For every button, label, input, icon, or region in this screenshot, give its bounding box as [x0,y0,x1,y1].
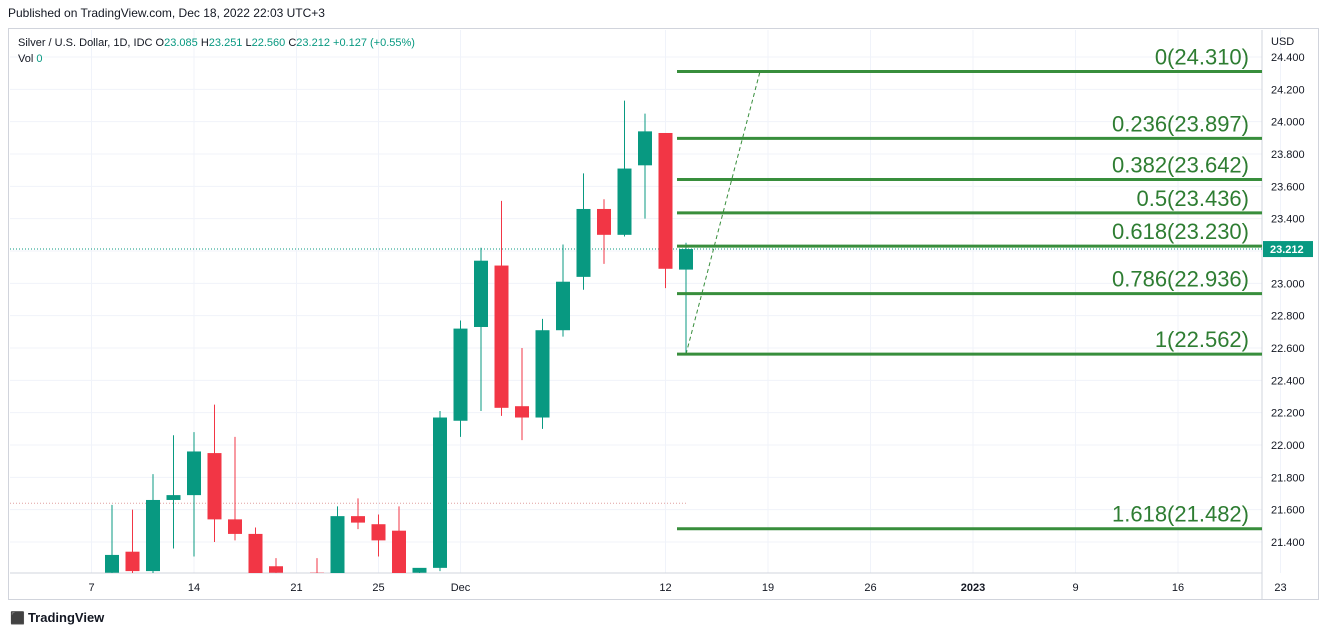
price-axis-tick-label: 22.200 [1271,408,1305,420]
fib-level-label: 0.618(23.230) [1112,219,1249,244]
price-axis-tick-label: 24.200 [1271,84,1305,96]
candle-down[interactable] [494,265,509,408]
symbol-label: Silver / U.S. Dollar, 1D, IDC [18,37,153,49]
fib-level-label: 0(24.310) [1155,45,1249,70]
time-axis-tick-label: 16 [1172,582,1184,594]
time-axis-tick-label: 19 [762,582,774,594]
candle-down[interactable] [310,572,324,575]
open-label: O [155,37,165,49]
close-value: 23.212 [296,37,330,49]
candle-up[interactable] [556,281,570,331]
time-axis-tick-label: 7 [88,582,94,594]
low-value: 22.560 [251,37,286,49]
close-label: C [288,37,297,49]
candle-down[interactable] [248,533,263,574]
price-axis-tick-label: 22.000 [1271,440,1305,452]
fib-level-label: 0.786(22.936) [1112,267,1249,292]
time-axis-tick-label: 14 [188,582,200,594]
legend-row-volume: Vol 0 [18,51,415,67]
open-value: 23.085 [164,37,198,49]
high-label: H [200,37,209,49]
last-price-badge [1263,241,1313,258]
price-axis-tick-label: 24.000 [1271,117,1305,129]
low-label: L [245,37,252,49]
candle-up[interactable] [617,168,632,235]
time-axis-tick-label: 12 [659,582,671,594]
chart-frame[interactable] [8,28,1319,600]
time-axis-tick-label: 2023 [961,582,985,594]
time-axis-tick-label: 26 [864,582,876,594]
candle-up[interactable] [679,249,693,270]
price-axis-tick-label: 23.000 [1271,278,1305,290]
candle-up[interactable] [453,328,468,421]
change-value: +0.127 (+0.55%) [333,37,415,49]
candle-down[interactable] [207,453,222,520]
price-axis-tick-label: 22.800 [1271,311,1305,323]
fib-level-label: 0.236(23.897) [1112,111,1249,136]
time-axis-tick-label: 9 [1072,582,1078,594]
candle-up[interactable] [330,516,345,574]
candle-up[interactable] [535,330,550,418]
fib-level-label: 1(22.562) [1155,327,1249,352]
candle-down[interactable] [658,132,673,269]
last-price-label: 23.212 [1270,244,1304,256]
price-axis-currency: USD [1271,36,1294,48]
brand-name: TradingView [27,610,105,625]
candle-down[interactable] [351,516,365,523]
price-axis-tick-label: 23.800 [1271,149,1305,161]
footer-brand: ⬛ TradingView [10,610,104,625]
candle-up[interactable] [576,208,591,277]
legend-row-ohlc: Silver / U.S. Dollar, 1D, IDC O23.085 H2… [18,35,415,51]
fib-level-label: 0.382(23.642) [1112,153,1249,178]
candle-up[interactable] [638,131,652,166]
candle-down[interactable] [371,524,386,541]
time-axis-tick-label: Dec [451,582,471,594]
fib-level-label: 1.618(21.482) [1112,502,1249,527]
candle-up[interactable] [146,499,160,572]
time-axis-tick-label: 25 [372,582,384,594]
chart-legend: Silver / U.S. Dollar, 1D, IDC O23.085 H2… [18,35,415,67]
price-axis-tick-label: 21.600 [1271,505,1305,517]
published-note: Published on TradingView.com, Dec 18, 20… [8,6,325,20]
price-axis-tick-label: 23.600 [1271,181,1305,193]
volume-label: Vol [18,53,34,65]
time-axis-tick-label: 21 [290,582,302,594]
candle-down[interactable] [515,406,529,418]
volume-value: 0 [36,53,43,65]
high-value: 23.251 [208,37,243,49]
candle-up[interactable] [166,495,181,500]
candle-up[interactable] [412,567,427,573]
candle-up[interactable] [105,554,119,573]
fib-level-label: 0.5(23.436) [1136,186,1249,211]
candle-down[interactable] [392,530,406,575]
price-axis-tick-label: 22.400 [1271,375,1305,387]
candle-down[interactable] [228,519,242,534]
price-axis-tick-label: 21.400 [1271,537,1305,549]
price-axis-tick-label: 23.400 [1271,214,1305,226]
time-axis-tick-label: 23 [1274,582,1286,594]
price-axis-tick-label: 21.800 [1271,472,1305,484]
candle-down[interactable] [597,208,611,235]
candle-up[interactable] [474,260,488,327]
tradingview-logo-icon: ⬛ [10,610,25,625]
price-axis-tick-label: 22.600 [1271,343,1305,355]
candles-group [105,100,693,575]
candle-down[interactable] [269,566,283,573]
price-axis-tick-label: 24.400 [1271,52,1305,64]
candle-down[interactable] [125,551,140,572]
candle-up[interactable] [433,417,447,568]
candle-up[interactable] [187,451,201,496]
